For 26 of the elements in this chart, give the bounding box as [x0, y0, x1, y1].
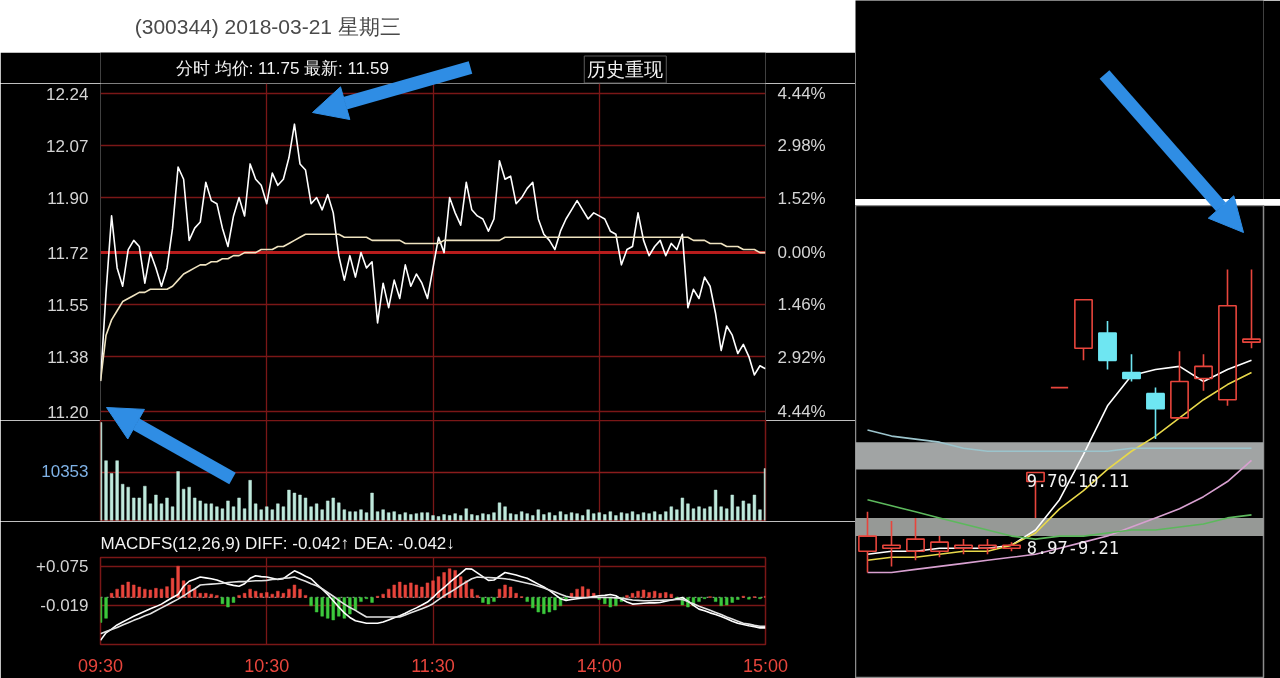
y-tick-label: 11.72: [47, 243, 89, 263]
y2-tick-label: 4.44%: [777, 401, 826, 421]
x-tick-label: 15:00: [742, 655, 789, 676]
y-tick-label: -0.019: [40, 596, 89, 616]
y2-tick-label: 0.00%: [777, 243, 826, 262]
y-tick-label: 11.90: [47, 188, 89, 208]
y-tick-label: 11.55: [47, 295, 89, 315]
y2-tick-label: 1.46%: [777, 295, 826, 315]
x-tick-label: 09:30: [77, 655, 124, 676]
y-tick-label: 12.07: [45, 136, 89, 156]
x-tick-label: 11:30: [411, 655, 455, 676]
chart-title: MACDFS(12,26,9) DIFF: -0.042↑ DEA: -0.042↓: [100, 533, 455, 553]
x-tick-label: 14:00: [576, 655, 622, 676]
y-tick-label: 11.20: [47, 402, 89, 422]
y-tick-label: 12.24: [45, 84, 89, 104]
y-tick-label: +0.075: [36, 557, 89, 577]
chart-title: (300344) 2018-03-21 星期三: [134, 15, 401, 38]
y2-tick-label: 4.44%: [777, 83, 826, 103]
text: 10353: [41, 461, 89, 481]
y-tick-label: 11.38: [47, 347, 89, 367]
chart-subtitle: 分时 均价: 11.75 最新: 11.59: [175, 59, 389, 78]
text: 历史重现: [587, 59, 664, 80]
y2-tick-label: 2.98%: [777, 136, 826, 156]
x-tick-label: 10:30: [244, 655, 290, 676]
y2-tick-label: 1.52%: [777, 188, 826, 208]
y2-tick-label: 2.92%: [777, 347, 826, 367]
